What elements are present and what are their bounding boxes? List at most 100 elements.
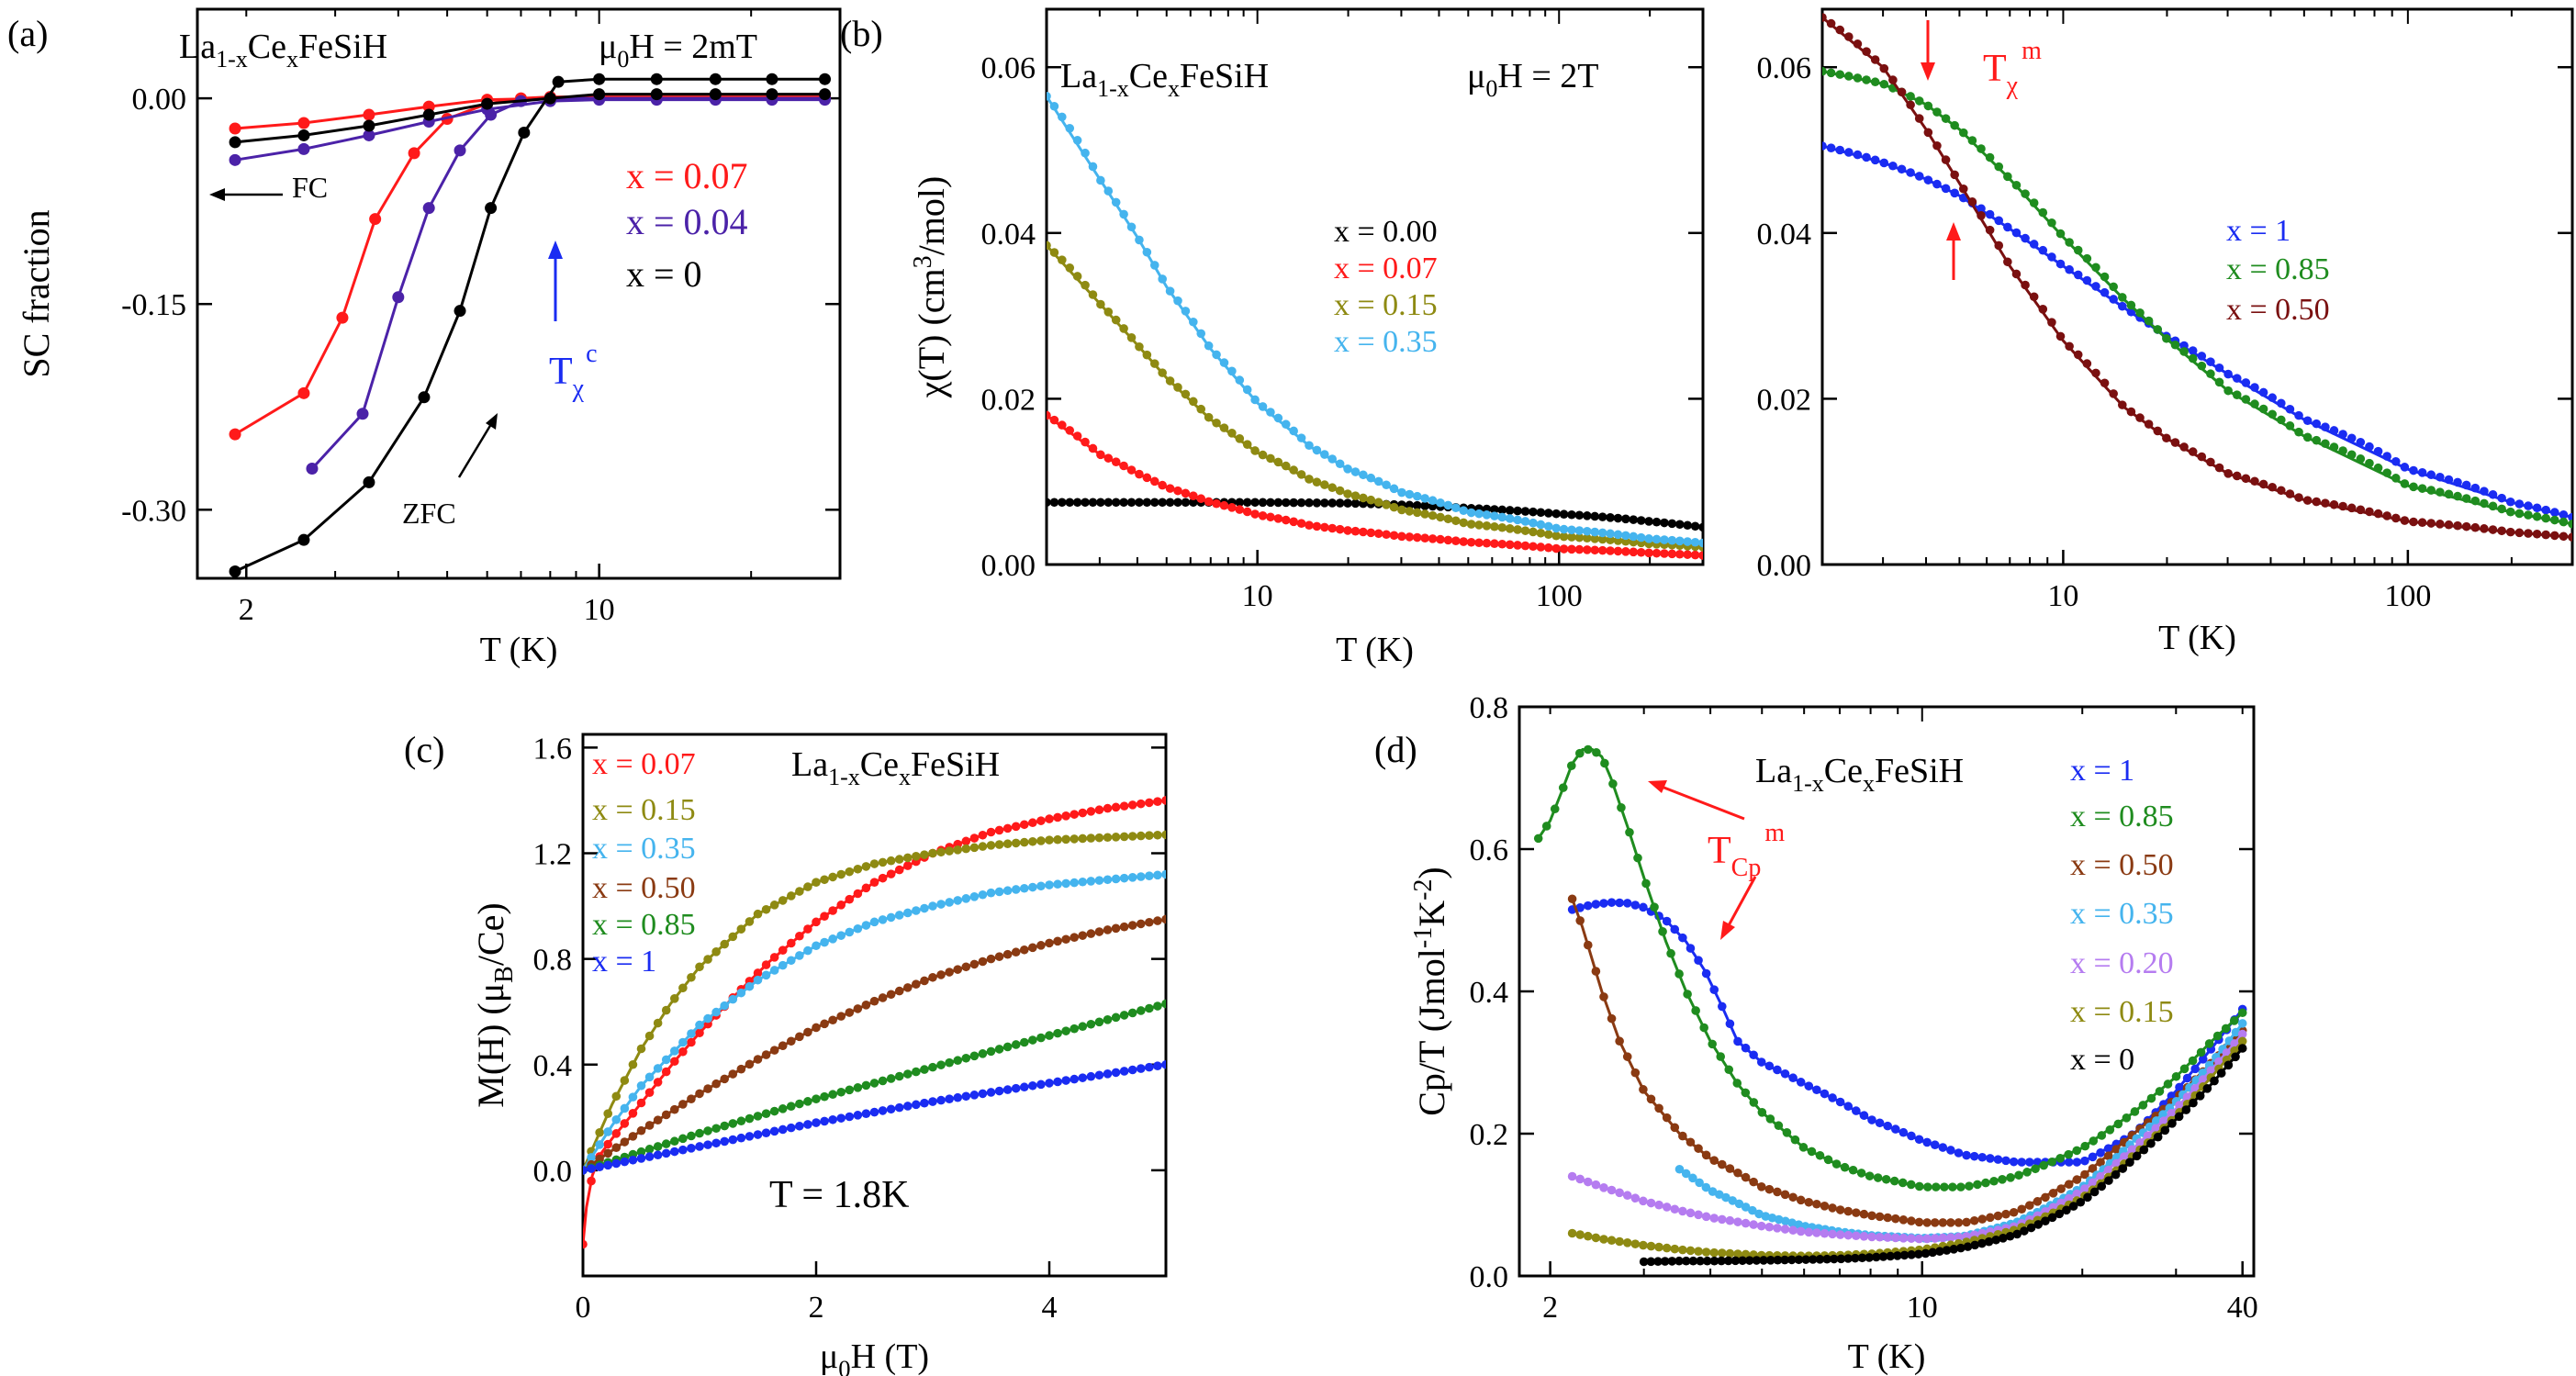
data-point-d-4 — [1756, 1221, 1766, 1231]
data-point-d-1 — [1898, 1178, 1908, 1188]
tm-arrowhead-bottom — [1946, 222, 1961, 241]
data-point-c-1 — [902, 853, 913, 863]
data-point-d-0 — [1883, 1121, 1892, 1131]
data-point-b-left-0 — [1350, 498, 1361, 509]
data-point-b-left-1 — [1135, 469, 1144, 479]
data-point-d-6 — [1942, 1246, 1952, 1255]
data-point-b-left-1 — [1636, 547, 1646, 557]
data-point-d-2 — [1883, 1213, 1892, 1223]
data-point-b-left-1 — [1327, 523, 1338, 533]
data-point-d-2 — [1591, 967, 1601, 976]
data-point-d-1 — [2196, 1047, 2206, 1057]
data-point-d-2 — [2072, 1175, 2082, 1184]
data-point-c-2 — [969, 891, 980, 901]
x-tick-label-d: 40 — [2227, 1291, 2258, 1325]
x-axis-label-a: T (K) — [480, 631, 558, 669]
data-point-c-3 — [778, 1041, 788, 1050]
tcp-m-label: TCpm — [1708, 819, 1785, 882]
data-point-d-1 — [1815, 1150, 1825, 1160]
data-point-c-2 — [1136, 872, 1146, 881]
data-point-d-1 — [1782, 1128, 1792, 1137]
data-point-b-right-0 — [1932, 179, 1942, 189]
y-axis-label-c: M(H) (μB/Ce) — [470, 902, 519, 1107]
data-point-d-2 — [1946, 1218, 1955, 1227]
data-point-b-right-0 — [2277, 398, 2286, 408]
data-point-d-6 — [2181, 1105, 2191, 1114]
data-point-d-4 — [2096, 1171, 2105, 1181]
data-point-d-2 — [1567, 894, 1577, 904]
data-point-c-1 — [786, 891, 796, 901]
data-point-d-1 — [1823, 1155, 1833, 1165]
tchi-m-label: Tχm — [1983, 37, 2042, 100]
data-point-c-1 — [878, 857, 888, 867]
data-point-c-4 — [1145, 1003, 1154, 1013]
data-point-c-3 — [1153, 916, 1162, 925]
data-point-d-6 — [2231, 1052, 2240, 1062]
data-point-c-4 — [786, 1102, 796, 1111]
data-point-d-1 — [1558, 783, 1568, 792]
data-point-d-3 — [1688, 1173, 1697, 1183]
data-point-b-left-1 — [1621, 547, 1630, 556]
data-point-d-3 — [1774, 1214, 1784, 1225]
data-point-d-2 — [2001, 1209, 2010, 1219]
data-point-d-6 — [1780, 1255, 1789, 1265]
data-point-b-left-3 — [1273, 413, 1283, 423]
data-point-b-left-1 — [1567, 544, 1576, 554]
data-point-d-1 — [1807, 1147, 1817, 1157]
data-point-d-3 — [1794, 1220, 1804, 1229]
data-point-b-right-1 — [1835, 70, 1845, 79]
data-point-c-5 — [745, 1132, 755, 1141]
data-point-b-right-2 — [1906, 100, 1915, 110]
data-point-b-left-3 — [1683, 537, 1692, 546]
x-tick-label-b-left: 10 — [1242, 579, 1273, 613]
data-point-d-4 — [2088, 1178, 2098, 1188]
data-point-b-left-3 — [1436, 498, 1445, 508]
data-point-d-0 — [1725, 1019, 1735, 1029]
data-point-d-0 — [1733, 1036, 1742, 1046]
data-point-b-right-0 — [2426, 470, 2436, 480]
data-point-d-0 — [1914, 1135, 1924, 1145]
panel-label-b: (b) — [840, 13, 883, 54]
data-point-d-2 — [1639, 1085, 1648, 1094]
data-point-a-5 — [593, 73, 606, 85]
data-point-b-left-3 — [1065, 123, 1075, 133]
data-point-d-0 — [2009, 1157, 2019, 1167]
data-point-b-right-2 — [2144, 420, 2154, 429]
data-point-b-left-1 — [1513, 541, 1522, 550]
data-point-d-6 — [1893, 1251, 1902, 1260]
data-point-c-5 — [720, 1136, 730, 1147]
data-point-d-6 — [1696, 1256, 1705, 1266]
data-point-b-right-2 — [2250, 476, 2259, 487]
data-point-d-2 — [1898, 1215, 1909, 1225]
data-point-b-right-1 — [2135, 308, 2145, 318]
data-point-c-2 — [994, 887, 1004, 897]
data-point-c-5 — [583, 1166, 588, 1175]
data-point-c-5 — [869, 1107, 879, 1117]
data-point-a-5 — [552, 75, 565, 88]
data-point-c-5 — [778, 1124, 788, 1135]
data-point-b-right-2 — [2302, 496, 2313, 505]
data-point-b-left-3 — [1497, 512, 1507, 522]
data-point-b-left-0 — [1674, 520, 1685, 530]
data-point-d-4 — [1804, 1227, 1814, 1237]
data-point-d-0 — [1773, 1065, 1782, 1075]
data-point-b-right-1 — [2162, 333, 2171, 343]
data-point-b-left-1 — [1189, 491, 1198, 501]
data-point-d-1 — [1774, 1121, 1784, 1131]
data-point-d-4 — [1686, 1208, 1696, 1218]
data-point-b-right-2 — [2285, 489, 2295, 498]
data-point-d-1 — [1533, 833, 1543, 844]
data-point-d-6 — [1984, 1236, 1994, 1247]
data-point-c-0 — [845, 894, 855, 904]
data-point-b-right-2 — [2179, 442, 2189, 452]
data-point-b-right-2 — [2426, 519, 2436, 528]
data-point-d-5 — [1686, 1246, 1696, 1256]
data-point-c-2 — [611, 1114, 622, 1124]
data-point-c-3 — [1094, 927, 1104, 936]
data-point-c-4 — [845, 1085, 855, 1095]
data-point-c-5 — [878, 1106, 888, 1115]
data-point-c-2 — [878, 915, 888, 924]
data-point-c-5 — [886, 1104, 896, 1114]
data-point-d-6 — [1786, 1255, 1797, 1265]
